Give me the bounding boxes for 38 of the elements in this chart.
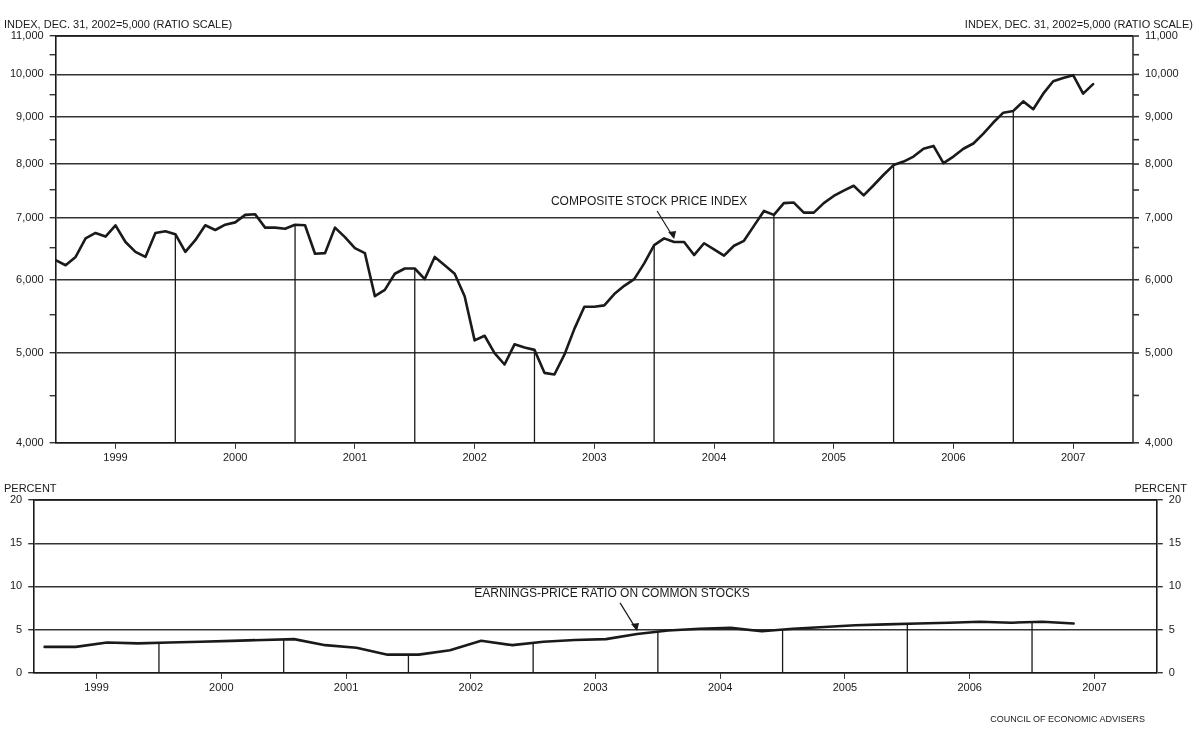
x-tick-label: 2007 <box>1082 681 1107 694</box>
x-tick-label: 2001 <box>333 681 359 694</box>
x-tick-label: 2002 <box>462 451 487 464</box>
x-tick-label: 2003 <box>582 451 607 464</box>
y2-axis-title: PERCENT <box>1134 481 1188 494</box>
y-tick-label: 10,000 <box>1145 67 1179 80</box>
x-tick-label: 2003 <box>583 681 608 694</box>
x-tick-label: 2000 <box>222 451 248 464</box>
x-tick-label: 2006 <box>957 681 982 694</box>
y-tick-label: 0 <box>16 665 23 678</box>
y-tick-label: 15 <box>9 536 23 549</box>
x-tick-label: 2004 <box>701 451 727 464</box>
y-tick-label: 7,000 <box>1145 210 1173 223</box>
text: COUNCIL OF ECONOMIC ADVISERS <box>990 714 1145 724</box>
x-tick-label: 1999 <box>84 681 109 694</box>
y-axis-title: INDEX, DEC. 31, 2002=5,000 (RATIO SCALE) <box>4 17 233 30</box>
x-tick-label: 2001 <box>342 451 368 464</box>
x-tick-label: 2002 <box>458 681 484 694</box>
x-tick-label: 2006 <box>941 451 966 464</box>
annotation: COMPOSITE STOCK PRICE INDEX <box>550 194 748 209</box>
y-tick-label: 10 <box>9 579 23 592</box>
y-tick-label: 9,000 <box>1145 109 1173 122</box>
y-tick-label: 11,000 <box>1145 29 1178 42</box>
x-tick-label: 2005 <box>832 681 858 694</box>
y-tick-label: 5 <box>16 622 23 635</box>
y-tick-label: 6,000 <box>1145 272 1173 285</box>
x-tick-label: 2004 <box>707 681 733 694</box>
y-tick-label: 5,000 <box>1145 346 1173 359</box>
y-tick-label: 8,000 <box>1145 157 1173 170</box>
y-tick-label: 20 <box>9 493 23 506</box>
x-tick-label: 1999 <box>103 451 128 464</box>
x-tick-label: 2000 <box>209 681 234 694</box>
x-tick-label: 2005 <box>821 451 846 464</box>
y-tick-label: 4,000 <box>1145 435 1173 448</box>
annotation: EARNINGS-PRICE RATIO ON COMMON STOCKS <box>474 586 750 601</box>
y-axis-title: PERCENT <box>4 481 57 494</box>
x-tick-label: 2007 <box>1060 451 1086 464</box>
text: INDEX, DEC. 31, 2002=5,000 (RATIO SCALE) <box>964 17 1193 30</box>
